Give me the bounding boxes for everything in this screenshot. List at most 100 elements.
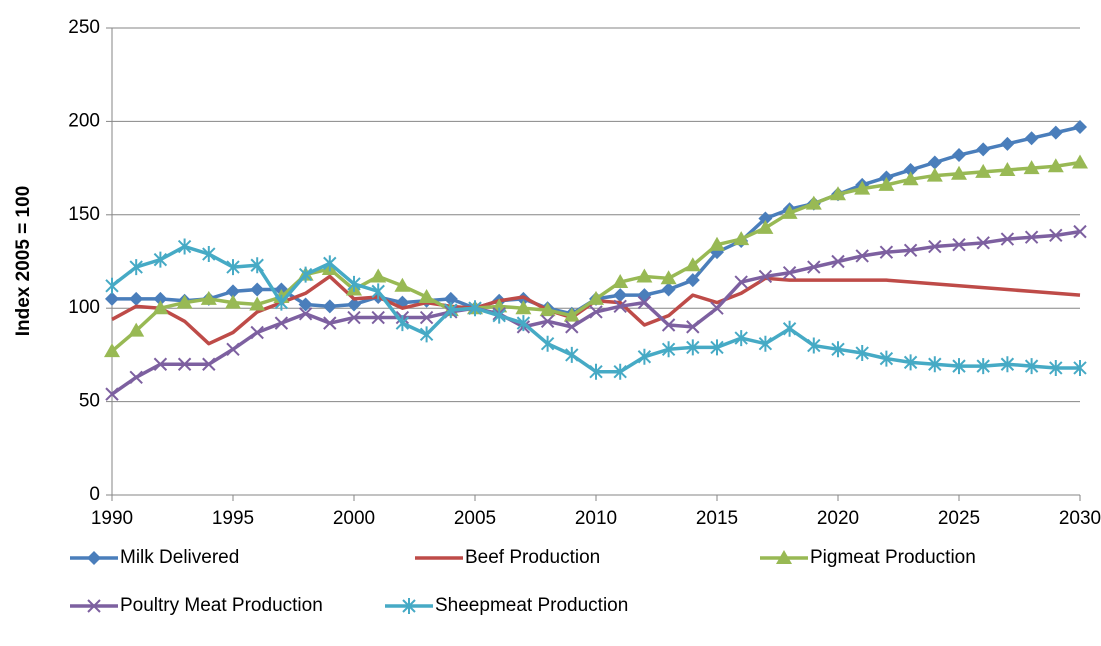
data-point [444,302,458,319]
data-point [758,335,773,352]
marker-shape [637,348,652,365]
data-point [975,163,992,178]
data-point [686,320,700,334]
marker-shape [903,354,918,371]
marker-shape [153,291,168,306]
legend-label: Milk Delivered [120,547,239,568]
data-point [1047,158,1064,173]
marker-shape [202,357,216,371]
marker-shape [710,301,724,315]
x-tick-label: 2025 [938,508,980,529]
data-point [855,345,869,362]
data-point [565,320,579,334]
data-point [129,259,143,276]
y-tick-label: 250 [68,17,100,38]
data-point [200,290,217,305]
x-tick-label: 2005 [454,508,496,529]
marker-shape [999,161,1016,176]
marker-shape [298,297,313,312]
marker-shape [370,268,387,283]
marker-shape [684,257,701,272]
marker-shape [226,259,240,276]
data-point [347,275,361,292]
data-point [758,211,773,226]
marker-shape [1049,359,1063,376]
data-point [878,176,895,191]
marker-shape [807,260,821,274]
marker-shape [1023,160,1040,175]
data-point [1073,359,1087,376]
marker-shape [104,343,120,358]
marker-shape [588,290,604,305]
marker-shape [903,243,918,257]
data-point [733,231,750,246]
data-point [855,249,869,263]
data-point [903,354,918,371]
data-point [322,299,337,314]
data-point [298,297,313,312]
data-point [202,357,216,371]
marker-shape [1000,136,1015,151]
x-tick-label: 1990 [91,508,133,529]
marker-shape [1024,230,1039,244]
marker-shape [758,335,773,352]
marker-shape [565,346,579,363]
marker-shape [225,294,241,309]
data-point [1000,356,1015,373]
marker-shape [855,345,869,362]
marker-shape [1073,120,1087,135]
data-point [1072,154,1088,169]
data-point [370,268,387,283]
marker-shape [1000,232,1015,246]
data-point [419,310,434,325]
data-point [854,180,871,195]
marker-shape [152,300,169,315]
marker-shape [781,204,798,219]
data-point [274,294,289,311]
marker-shape [1048,125,1063,140]
marker-shape [274,316,289,330]
marker-shape [250,257,264,274]
marker-shape [419,326,434,343]
marker-shape [1049,228,1063,243]
marker-shape [347,275,361,292]
data-point [781,204,798,219]
marker-shape [686,320,700,334]
data-point [516,315,531,332]
marker-shape [976,142,991,157]
marker-shape [129,291,144,306]
data-point [710,301,724,315]
data-point [371,310,385,325]
marker-shape [807,337,821,354]
series-line [110,160,1081,353]
marker-shape [757,219,774,234]
marker-shape [661,318,676,332]
legend-label: Poultry Meat Production [120,595,323,616]
marker-shape [468,300,482,317]
data-point [128,322,145,337]
marker-shape [1047,158,1064,173]
data-point [565,346,579,363]
marker-shape [347,297,361,312]
data-point [734,275,748,289]
marker-shape [128,322,145,337]
data-point [1049,359,1063,376]
data-point [1048,125,1063,140]
marker-shape [710,339,724,356]
marker-shape [394,277,411,292]
data-point [1000,136,1015,151]
data-point [418,288,435,303]
x-tick-label: 1995 [212,508,254,529]
data-point [661,318,676,332]
marker-shape [176,294,193,309]
marker-shape [661,282,676,297]
x-tick-label: 2030 [1059,508,1101,529]
marker-shape [1024,131,1039,146]
marker-shape [274,294,289,311]
marker-shape [177,357,192,371]
data-point [298,307,313,321]
y-axis-label: Index 2005 = 100 [13,186,34,337]
data-point [928,239,942,254]
data-point [443,291,458,306]
